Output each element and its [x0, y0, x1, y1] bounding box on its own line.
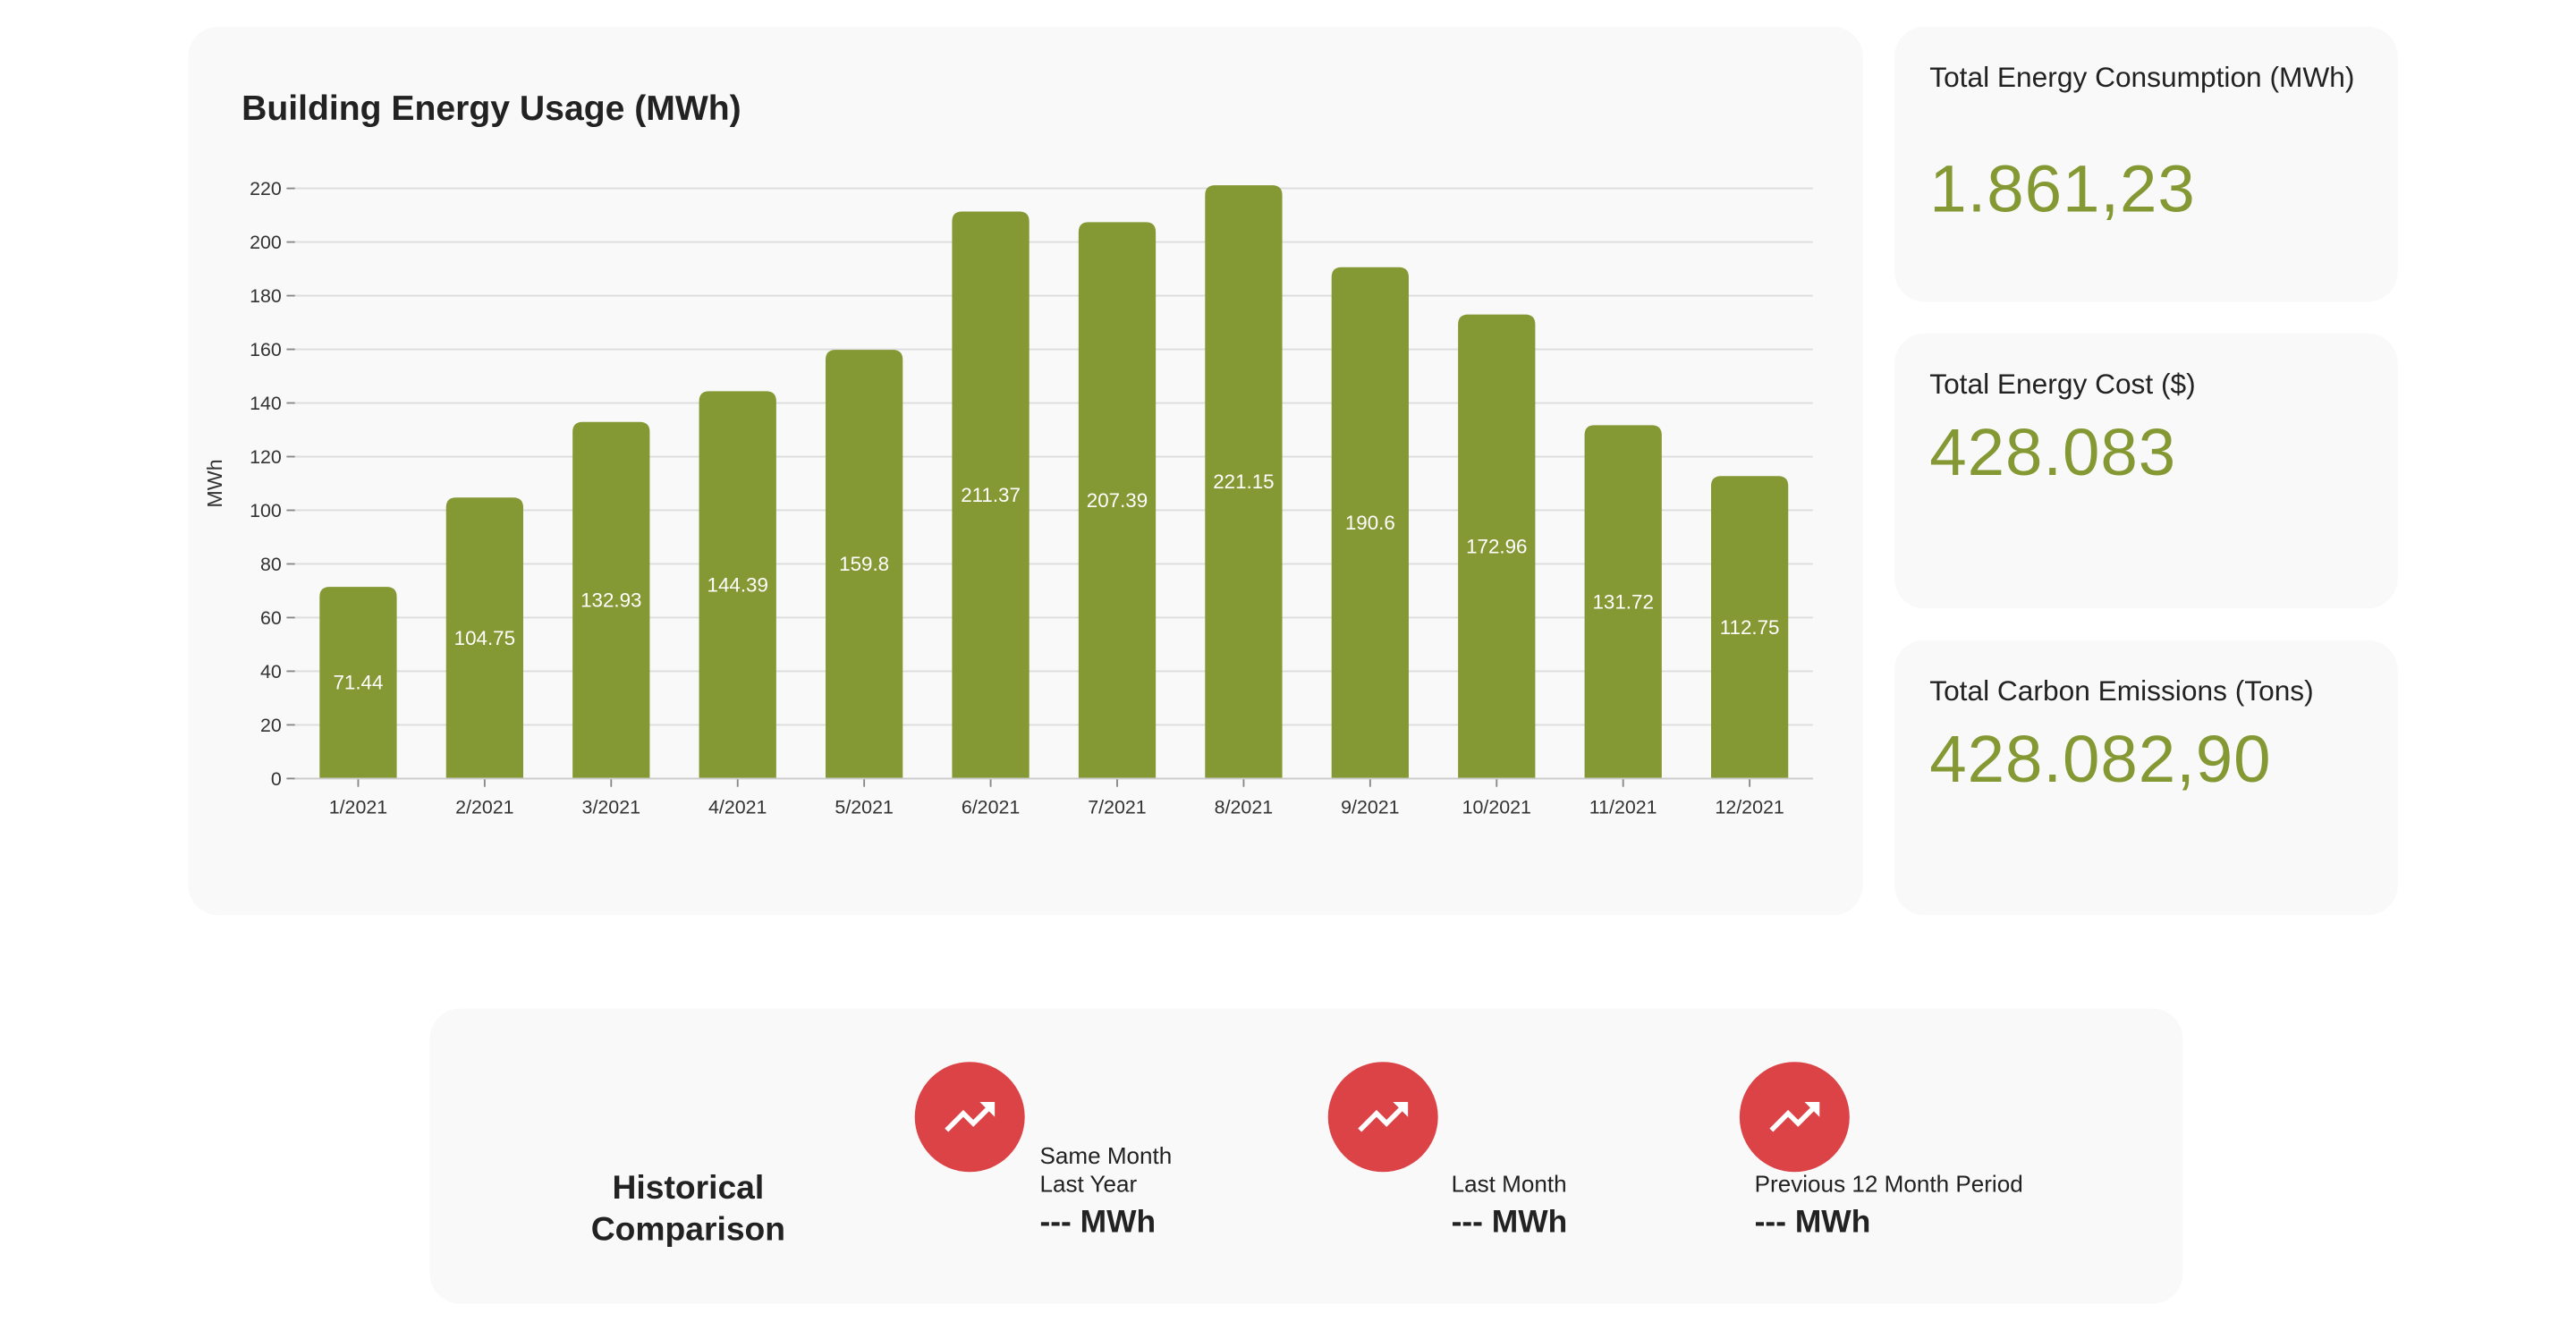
- bar-value-label: 211.37: [961, 484, 1021, 506]
- bar-value-label: 159.8: [839, 553, 889, 575]
- energy-usage-bar-chart: 0 20 40 60 80 100 120 140 160 180 200 220 MWh 71.44 1/…: [203, 178, 1813, 818]
- trending-up-icon: [1327, 1062, 1438, 1173]
- bar-12-2021[interactable]: [1710, 476, 1789, 779]
- bar-value-label: 104.75: [454, 627, 515, 649]
- x-tick-label: 8/2021: [1215, 797, 1273, 818]
- historical-item-last-month: Last Month --- MWh: [1327, 1009, 1728, 1304]
- historical-comparison-title: Historical Comparison: [590, 1170, 786, 1249]
- historical-item-same-month: Same Month Last Year --- MWh: [914, 1009, 1315, 1304]
- bar-value-label: 144.39: [708, 573, 768, 596]
- y-tick-label: 180: [250, 285, 282, 307]
- bar-5-2021[interactable]: [826, 350, 903, 779]
- historical-label-previous-12-months: Previous 12 Month Period: [1754, 1170, 2023, 1198]
- energy-usage-chart-card: Building Energy Usage (MWh) 0 20 40 60 80 100…: [188, 26, 1863, 916]
- kpi-value-cost: 428.083: [1929, 416, 2177, 490]
- bar-2-2021[interactable]: [445, 497, 524, 779]
- kpi-value-emissions: 428.082,90: [1929, 723, 2272, 797]
- bar-4-2021[interactable]: [699, 391, 776, 779]
- y-tick-label: 140: [250, 393, 282, 414]
- kpi-label-cost: Total Energy Cost ($): [1929, 368, 2196, 401]
- bar-3-2021[interactable]: [572, 421, 650, 779]
- x-tick-label: 5/2021: [835, 797, 893, 818]
- kpi-label-emissions: Total Carbon Emissions (Tons): [1929, 674, 2314, 708]
- bar-value-label: 131.72: [1593, 590, 1654, 613]
- x-tick-label: 3/2021: [582, 797, 640, 818]
- y-tick-label: 60: [260, 607, 282, 629]
- bar-1-2021[interactable]: [319, 587, 397, 779]
- x-tick-label: 6/2021: [962, 797, 1020, 818]
- y-tick-label: 0: [271, 768, 282, 790]
- x-tick-label: 11/2021: [1589, 797, 1657, 818]
- bar-6-2021[interactable]: [952, 211, 1030, 779]
- kpi-card-cost: Total Energy Cost ($) 428.083: [1894, 333, 2398, 609]
- historical-value-previous-12-months: --- MWh: [1754, 1205, 1871, 1241]
- bar-value-label: 207.39: [1087, 489, 1148, 512]
- bar-value-label: 132.93: [580, 589, 641, 612]
- x-tick-label: 9/2021: [1341, 797, 1399, 818]
- y-axis-title: MWh: [203, 459, 226, 507]
- bar-value-label: 172.96: [1466, 535, 1527, 557]
- chart-title: Building Energy Usage (MWh): [242, 89, 741, 129]
- x-tick-label: 10/2021: [1462, 797, 1531, 818]
- y-tick-label: 100: [250, 500, 282, 521]
- bar-9-2021[interactable]: [1331, 267, 1409, 779]
- x-tick-label: 1/2021: [329, 797, 387, 818]
- kpi-value-consumption: 1.861,23: [1929, 153, 2196, 227]
- y-tick-label: 200: [250, 232, 282, 253]
- historical-label-last-month: Last Month: [1451, 1170, 1567, 1198]
- bar-value-label: 190.6: [1345, 512, 1395, 534]
- historical-value-same-month: --- MWh: [1039, 1205, 1157, 1241]
- y-tick-label: 120: [250, 446, 282, 468]
- kpi-label-consumption: Total Energy Consumption (MWh): [1929, 61, 2355, 94]
- bar-8-2021[interactable]: [1205, 185, 1283, 779]
- y-tick-label: 20: [260, 715, 282, 736]
- y-tick-label: 80: [260, 554, 282, 575]
- historical-comparison-card: Historical Comparison Same Month Last Ye…: [429, 1008, 2183, 1304]
- y-tick-label: 40: [260, 661, 282, 682]
- historical-label-same-month: Same Month Last Year: [1039, 1141, 1173, 1198]
- bar-value-label: 112.75: [1720, 616, 1780, 639]
- historical-value-last-month: --- MWh: [1451, 1205, 1568, 1241]
- bar-value-label: 71.44: [333, 672, 383, 694]
- historical-item-previous-12-months: Previous 12 Month Period --- MWh: [1739, 1009, 2140, 1304]
- bar-7-2021[interactable]: [1078, 222, 1157, 779]
- x-tick-label: 4/2021: [708, 797, 767, 818]
- x-tick-label: 7/2021: [1088, 797, 1146, 818]
- trending-up-icon: [914, 1062, 1025, 1173]
- y-tick-label: 160: [250, 339, 282, 360]
- y-tick-label: 220: [250, 178, 282, 199]
- x-tick-label: 2/2021: [455, 797, 513, 818]
- trending-up-icon: [1739, 1062, 1850, 1173]
- kpi-card-emissions: Total Carbon Emissions (Tons) 428.082,90: [1894, 640, 2398, 916]
- bar-value-label: 221.15: [1213, 470, 1274, 493]
- bar-10-2021[interactable]: [1458, 314, 1536, 779]
- bar-11-2021[interactable]: [1584, 425, 1662, 779]
- x-tick-label: 12/2021: [1715, 797, 1784, 818]
- kpi-card-consumption: Total Energy Consumption (MWh) 1.861,23: [1894, 26, 2398, 302]
